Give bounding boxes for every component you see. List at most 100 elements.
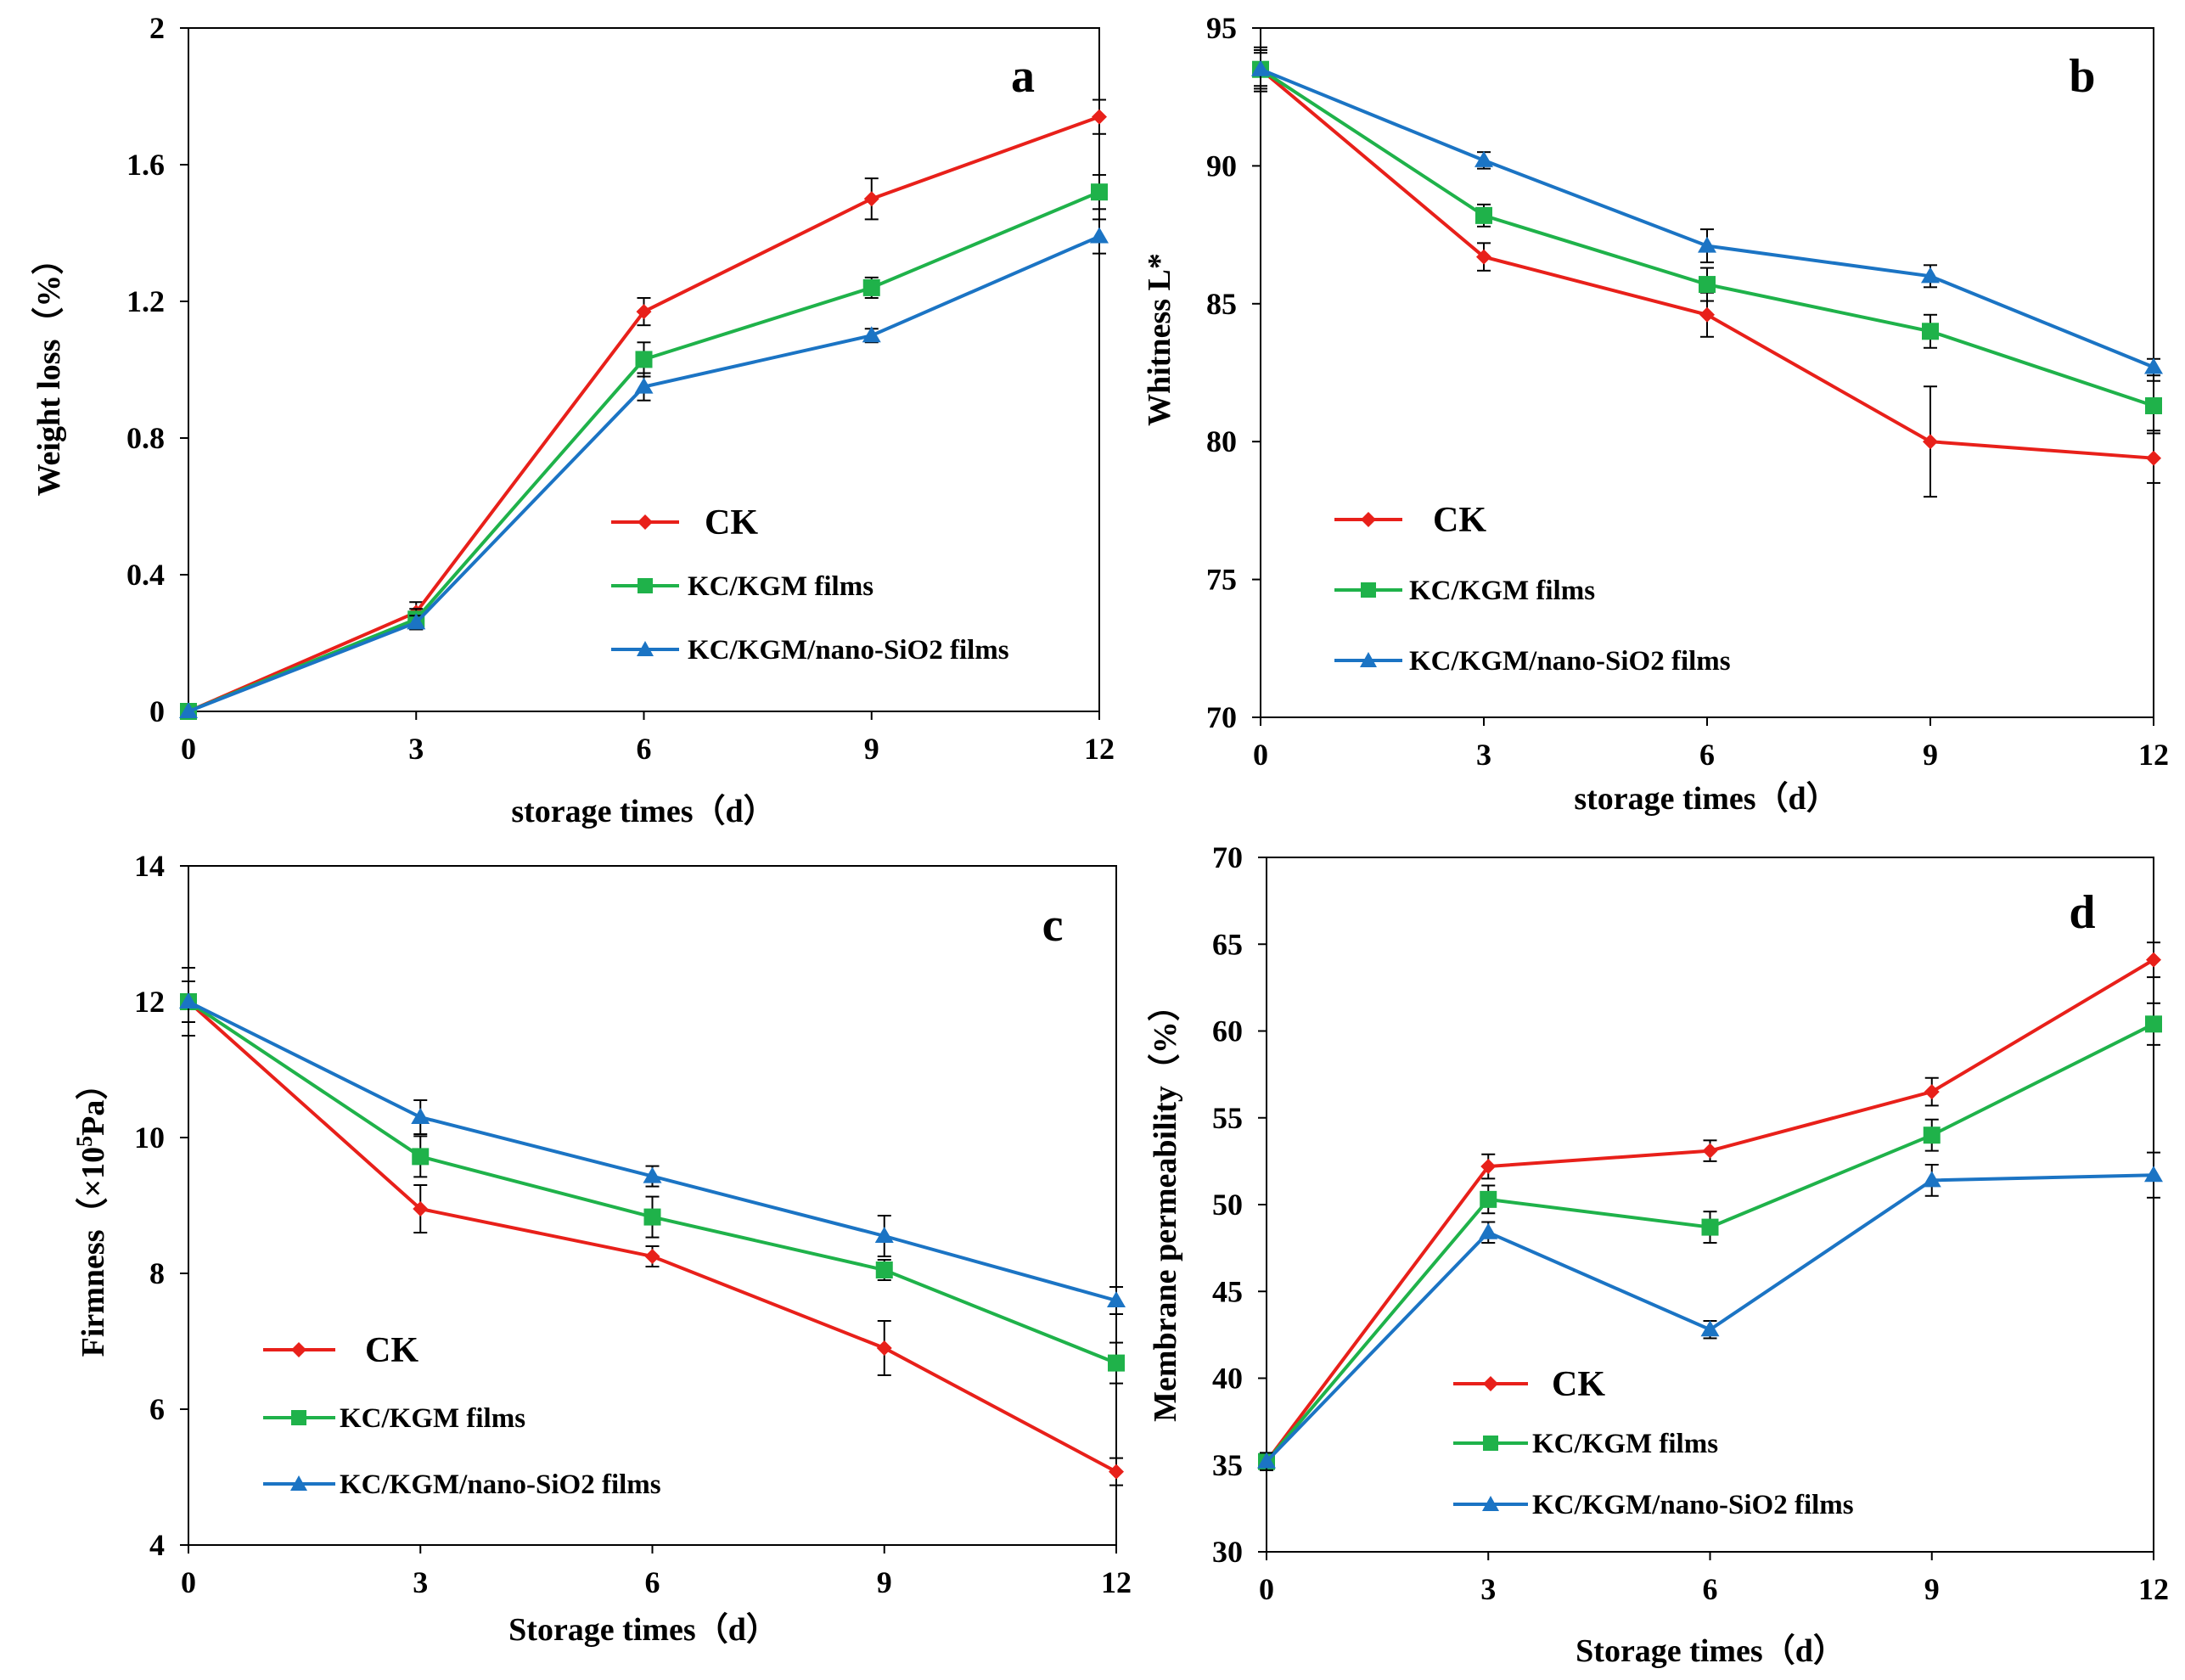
legend-label-kc-kgm: KC/KGM films xyxy=(340,1403,525,1434)
series-kc-kgm-films xyxy=(1252,48,2162,432)
data-point xyxy=(411,1108,430,1124)
legend-marker-ck xyxy=(1361,512,1376,527)
data-point xyxy=(1921,267,1940,284)
data-point xyxy=(2145,396,2162,414)
y-axis-label-tail: Pa） xyxy=(76,1068,111,1136)
x-axis-label: Storage times（d） xyxy=(1576,1633,1845,1669)
data-point xyxy=(862,278,880,296)
data-point xyxy=(863,191,879,207)
y-tick-label: 95 xyxy=(1206,11,1237,45)
data-point xyxy=(1109,1464,1124,1480)
panel-letter: d xyxy=(2069,886,2095,939)
series-kc-kgm-nano-sio2-films xyxy=(179,980,1126,1315)
data-point xyxy=(1251,59,1270,76)
data-point xyxy=(1923,1127,1941,1144)
legend-marker-kc-kgm-nano xyxy=(637,641,654,656)
x-tick-label: 9 xyxy=(864,732,879,766)
y-tick-label: 75 xyxy=(1206,563,1237,597)
legend-label-ck: CK xyxy=(1552,1365,1605,1404)
data-point xyxy=(1922,1171,1941,1188)
data-point xyxy=(1922,323,1939,340)
data-point xyxy=(179,992,198,1009)
data-point xyxy=(1480,1190,1497,1208)
y-axis-label: Membrane permeability（%） xyxy=(1148,989,1183,1422)
data-point xyxy=(643,1166,662,1183)
x-tick-label: 3 xyxy=(1480,1572,1496,1606)
x-tick-label: 6 xyxy=(1699,738,1715,772)
panel-letter: a xyxy=(1011,50,1035,103)
y-tick-label: 0 xyxy=(149,694,165,728)
x-tick-label: 0 xyxy=(1253,738,1268,772)
series-ck xyxy=(1259,941,2161,1471)
data-point xyxy=(862,326,881,343)
y-tick-label: 70 xyxy=(1206,700,1237,734)
data-point xyxy=(1702,1143,1718,1159)
series-kc-kgm-nano-sio2-films xyxy=(1257,1151,2163,1471)
data-point xyxy=(1107,1291,1126,1307)
legend-marker-ck xyxy=(638,514,653,530)
y-tick-label: 45 xyxy=(1212,1274,1243,1308)
x-tick-label: 6 xyxy=(637,732,652,766)
legend-label-kc-kgm-nano: KC/KGM/nano-SiO2 films xyxy=(1532,1490,1854,1520)
y-tick-label: 55 xyxy=(1212,1101,1243,1135)
data-point xyxy=(1480,1159,1497,1175)
legend-label-kc-kgm: KC/KGM films xyxy=(688,571,873,602)
x-tick-label: 12 xyxy=(2138,1572,2169,1606)
x-tick-label: 3 xyxy=(408,732,424,766)
legend-marker-kc-kgm xyxy=(1361,582,1376,598)
data-point xyxy=(635,351,653,368)
series-ck xyxy=(181,98,1107,719)
legend-marker-ck xyxy=(291,1342,306,1357)
legend: CK KC/KGM films KC/KGM/nano-SiO2 films xyxy=(611,503,1009,666)
y-axis-label: Whitness L* xyxy=(1142,253,1177,426)
y-tick-label: 40 xyxy=(1212,1362,1243,1396)
data-point xyxy=(1698,236,1716,253)
plot-frame xyxy=(1260,27,2154,718)
y-axis-label-main: Firmness（×10 xyxy=(76,1147,111,1357)
y-tick-label: 6 xyxy=(149,1392,165,1426)
x-tick-label: 0 xyxy=(181,732,196,766)
data-point xyxy=(2146,450,2161,466)
x-tick-label: 12 xyxy=(1101,1565,1132,1599)
data-point xyxy=(636,304,652,320)
y-tick-label: 1.2 xyxy=(126,284,165,318)
y-tick-label: 60 xyxy=(1212,1014,1243,1048)
x-tick-label: 12 xyxy=(2138,738,2169,772)
data-point xyxy=(1923,434,1938,450)
legend-marker-kc-kgm-nano xyxy=(1360,652,1377,667)
data-point xyxy=(2144,1166,2163,1183)
x-tick-label: 9 xyxy=(1924,1572,1940,1606)
data-point xyxy=(2145,1015,2162,1033)
data-point xyxy=(1700,1320,1720,1337)
series-line xyxy=(188,115,1100,713)
data-point xyxy=(412,1148,430,1166)
data-point xyxy=(1476,249,1491,265)
panel-d-membrane-permeability: 0 3 6 9 12 30 35 40 45 50 55 60 65 70 d Storage times… xyxy=(1148,840,2169,1669)
legend-marker-kc-kgm-nano xyxy=(290,1475,307,1491)
data-point xyxy=(1699,306,1715,323)
data-point xyxy=(1090,227,1109,244)
data-point xyxy=(1091,183,1108,201)
panel-letter: b xyxy=(2069,50,2095,103)
legend-marker-kc-kgm xyxy=(291,1410,306,1425)
series-line xyxy=(188,190,1100,713)
data-point xyxy=(643,1208,661,1226)
data-point xyxy=(2144,357,2163,374)
legend-label-ck: CK xyxy=(1433,501,1486,540)
y-tick-label: 50 xyxy=(1212,1188,1243,1222)
x-tick-label: 6 xyxy=(1703,1572,1718,1606)
data-point xyxy=(1479,1222,1498,1239)
legend-label-kc-kgm-nano: KC/KGM/nano-SiO2 films xyxy=(688,635,1009,666)
data-point xyxy=(1924,1084,1940,1100)
legend-label-ck: CK xyxy=(705,503,758,542)
panel-c-firmness: 0 3 6 9 12 4 6 8 10 12 14 c Storage times（d） Firmn… xyxy=(72,849,1132,1648)
legend-label-ck: CK xyxy=(365,1331,418,1370)
y-tick-label: 12 xyxy=(134,985,165,1019)
data-point xyxy=(1257,1452,1276,1469)
y-tick-label: 30 xyxy=(1212,1535,1243,1569)
data-point xyxy=(2146,952,2161,968)
y-tick-label: 85 xyxy=(1206,287,1237,321)
series-line xyxy=(1265,958,2155,1463)
